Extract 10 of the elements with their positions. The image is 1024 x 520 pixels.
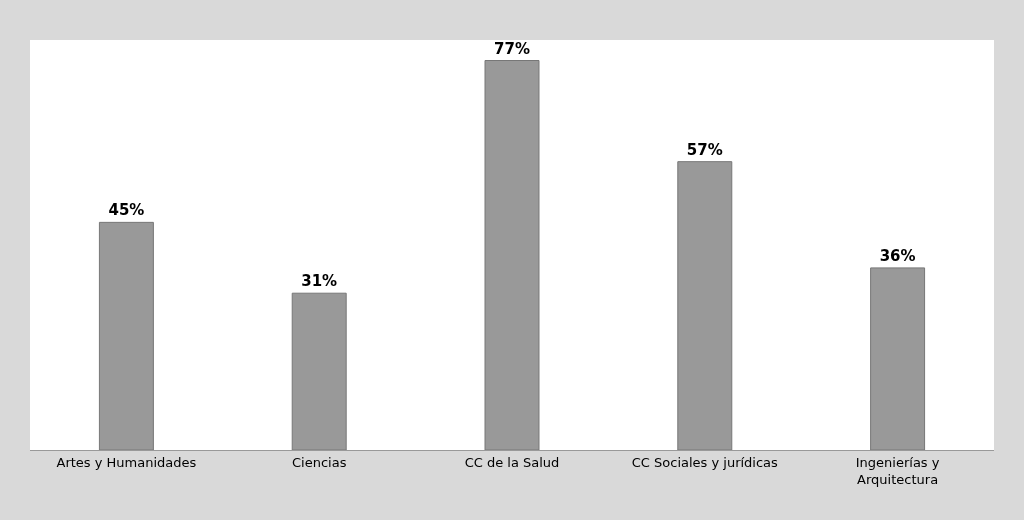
- x-tick-label: Ciencias: [291, 454, 347, 470]
- data-label: 45%: [108, 201, 145, 220]
- data-label: 77%: [494, 39, 530, 58]
- data-label: 57%: [686, 140, 723, 159]
- x-tick-label: Artes y Humanidades: [56, 454, 197, 470]
- data-label: 31%: [301, 272, 338, 291]
- x-tick-label: CC de la Salud: [464, 454, 560, 470]
- x-tick-label: CC Sociales y jurídicas: [631, 454, 779, 470]
- x-tick-label: Ingenierías y Arquitectura: [855, 454, 940, 487]
- data-label: 36%: [879, 246, 916, 265]
